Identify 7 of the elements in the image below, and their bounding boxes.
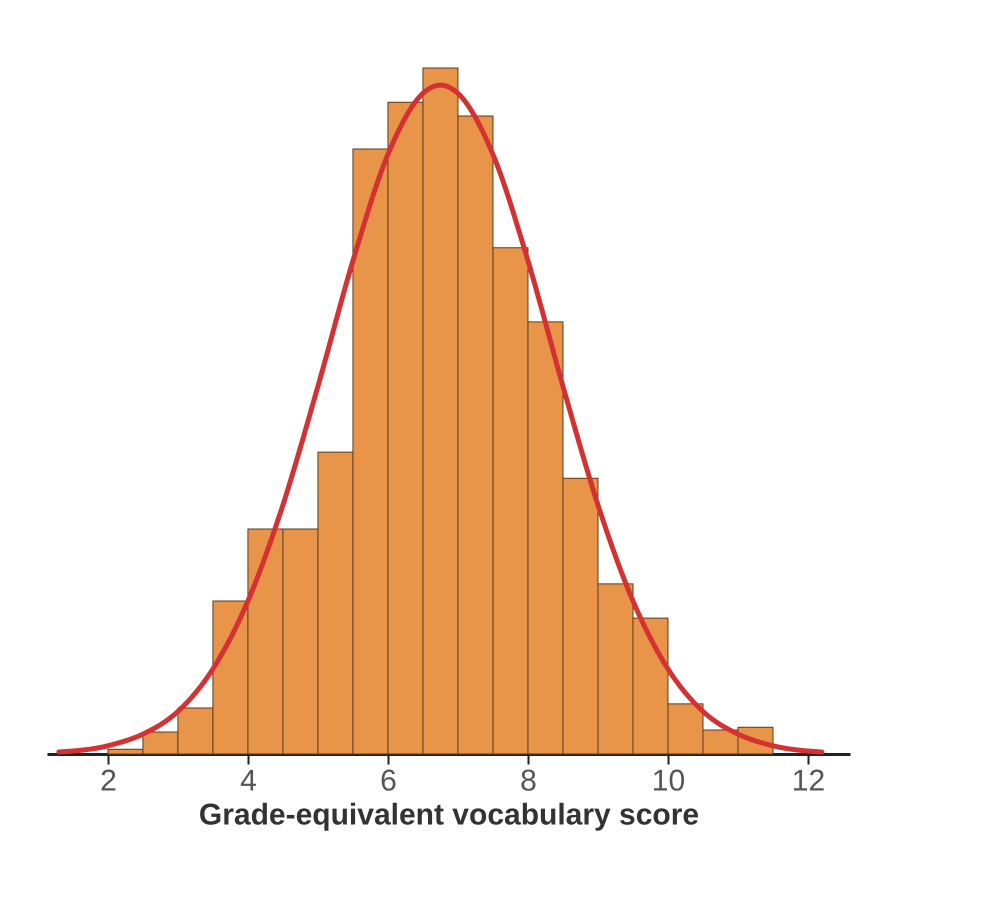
x-tick-label: 10 bbox=[652, 764, 686, 798]
x-tick-label: 6 bbox=[380, 764, 397, 798]
x-axis-title: Grade-equivalent vocabulary score bbox=[198, 798, 700, 832]
x-tick-label: 12 bbox=[792, 764, 826, 798]
x-tick-label: 8 bbox=[520, 764, 537, 798]
x-tick-label: 2 bbox=[100, 764, 117, 798]
x-tick-label: 4 bbox=[240, 764, 257, 798]
